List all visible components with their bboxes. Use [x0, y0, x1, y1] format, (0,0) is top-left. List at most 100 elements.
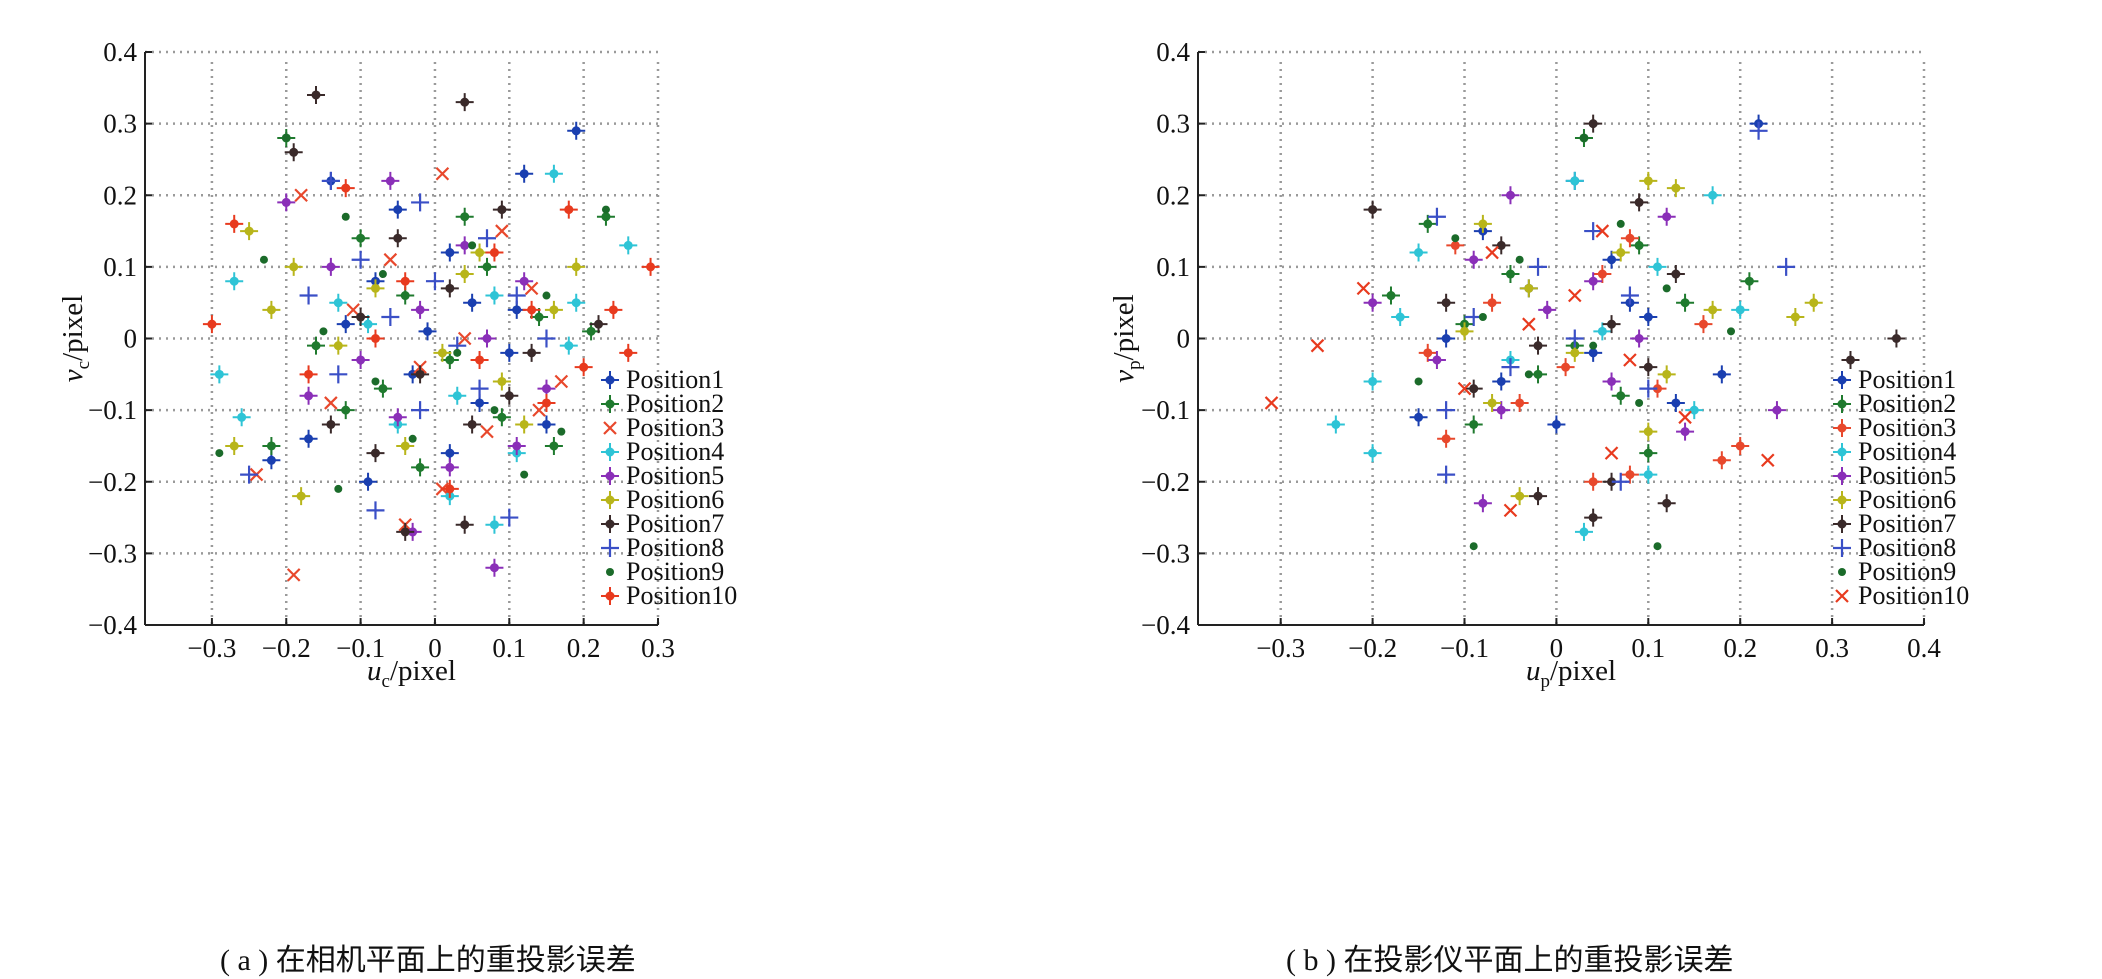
series-position9	[215, 133, 610, 493]
data-point-core	[452, 391, 462, 401]
data-point	[1529, 257, 1548, 276]
data-point-core	[445, 448, 455, 458]
series-position3	[1418, 229, 1750, 491]
x-tick-label: −0.3	[187, 633, 236, 663]
data-point-core	[1588, 276, 1598, 286]
data-point-core	[1423, 219, 1433, 229]
data-point-core	[1790, 312, 1800, 322]
data-point-core	[356, 233, 366, 243]
data-point-core	[605, 447, 615, 457]
data-point-core	[1643, 448, 1653, 458]
data-point-core	[266, 305, 276, 315]
data-point-core	[1845, 355, 1855, 365]
data-point-core	[1533, 491, 1543, 501]
data-point-core	[356, 355, 366, 365]
data-point-core	[445, 462, 455, 472]
data-point-core	[504, 348, 514, 358]
y-axis-label-var: v	[57, 369, 89, 382]
data-point-core	[1487, 398, 1497, 408]
x-axis-label-unit: /pixel	[1550, 655, 1616, 687]
legend-label: Position3	[626, 413, 724, 442]
data-point-core	[1634, 334, 1644, 343]
data-point-core	[1680, 427, 1690, 437]
data-point-core	[1478, 219, 1488, 229]
data-point-core	[229, 276, 239, 286]
data-point-core	[571, 298, 581, 308]
data-point-core	[519, 169, 529, 179]
data-point-core	[541, 398, 551, 408]
x-axis-label-var: u	[1526, 655, 1541, 687]
y-tick-label: 0.1	[103, 252, 137, 282]
data-point	[1515, 255, 1524, 264]
x-tick-label: 0	[428, 633, 442, 663]
data-point-core	[1414, 412, 1424, 422]
y-tick-label: −0.4	[88, 610, 137, 640]
data-point-core	[467, 419, 477, 429]
data-point-core	[1717, 455, 1727, 465]
legend-label: Position10	[1858, 581, 1969, 610]
data-point-core	[229, 219, 239, 229]
data-point	[1568, 288, 1582, 303]
data-point	[425, 272, 444, 291]
data-point	[1437, 401, 1456, 420]
data-point-core	[1331, 419, 1341, 429]
y-axis-label-sub: p	[1124, 360, 1145, 370]
legend-label: Position6	[626, 485, 724, 514]
data-point-core	[1837, 447, 1847, 457]
data-point	[1501, 358, 1520, 377]
data-point-core	[482, 262, 492, 272]
data-point-core	[1505, 190, 1515, 200]
data-point	[1584, 222, 1603, 241]
x-tick-label: 0.3	[1815, 633, 1849, 663]
data-point-core	[1414, 248, 1424, 258]
data-point	[1485, 245, 1499, 260]
legend: Position1Position2Position3Position4Posi…	[601, 365, 737, 610]
data-point-core	[296, 491, 306, 501]
data-point-core	[1579, 527, 1589, 537]
data-point	[294, 188, 308, 203]
series-position4	[1326, 171, 1750, 541]
data-point-core	[1625, 233, 1635, 243]
data-point-core	[341, 183, 351, 193]
data-point-core	[497, 205, 507, 215]
data-point	[500, 508, 519, 527]
data-point-core	[646, 262, 656, 272]
data-point-core	[489, 291, 499, 301]
data-point-core	[1460, 326, 1470, 336]
data-point-core	[497, 376, 507, 386]
data-point-core	[489, 520, 499, 530]
data-point	[603, 421, 617, 435]
data-point	[329, 365, 348, 384]
data-point-core	[266, 441, 276, 451]
data-point-core	[1809, 298, 1819, 308]
data-point-core	[460, 212, 470, 222]
data-point-core	[1588, 348, 1598, 358]
data-point-core	[1607, 477, 1617, 487]
data-point	[1469, 542, 1478, 551]
data-point	[554, 374, 569, 389]
legend-label: Position2	[1858, 389, 1956, 418]
caption-b: ( b ) 在投影仪平面上的重投影误差	[1286, 944, 1734, 977]
data-point-core	[1386, 291, 1396, 301]
data-point-core	[527, 305, 537, 315]
data-point	[282, 133, 291, 142]
data-point-core	[370, 448, 380, 458]
y-tick-label: −0.4	[1141, 610, 1190, 640]
y-tick-label: −0.1	[88, 395, 137, 425]
x-axis-label-var: u	[367, 655, 382, 687]
data-point-core	[1597, 326, 1607, 336]
y-tick-label: −0.3	[88, 538, 137, 568]
data-point-core	[1478, 498, 1488, 508]
legend-label: Position8	[1858, 533, 1956, 562]
data-point	[371, 377, 380, 386]
legend-label: Position9	[626, 557, 724, 586]
legend-label: Position5	[626, 461, 724, 490]
data-point-core	[400, 276, 410, 286]
data-point-core	[311, 341, 321, 351]
y-tick-label: 0.3	[103, 109, 137, 139]
y-tick-label: −0.2	[1141, 467, 1190, 497]
data-point	[601, 205, 610, 214]
data-point	[1264, 396, 1279, 410]
data-point	[490, 406, 499, 415]
data-point-core	[304, 391, 314, 401]
